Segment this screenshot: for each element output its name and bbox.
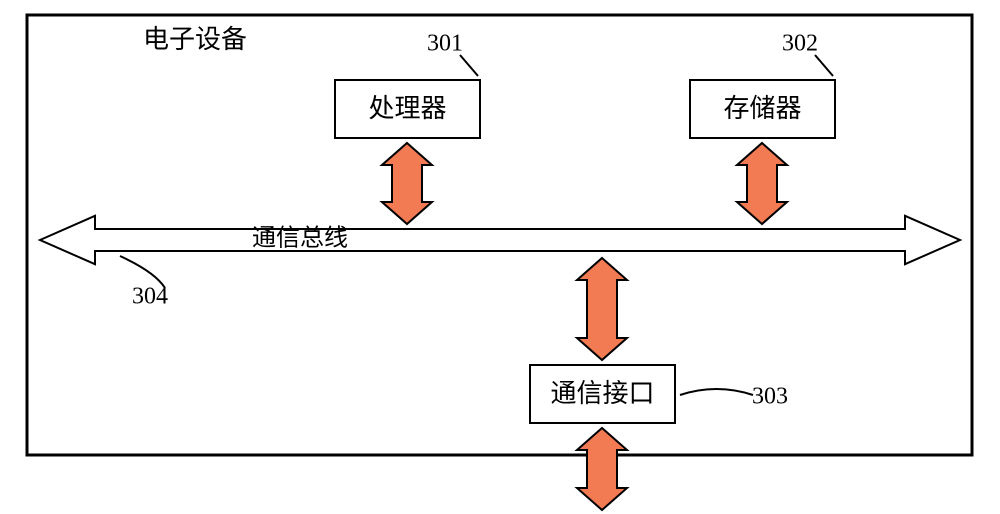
processor-ref: 301 <box>427 31 463 57</box>
comm_if-label: 通信接口 <box>550 379 654 408</box>
canvas-bg <box>0 0 1000 514</box>
processor-label: 处理器 <box>368 94 446 123</box>
diagram-title: 电子设备 <box>143 25 247 54</box>
memory-label: 存储器 <box>723 94 801 123</box>
comm_if-ref: 303 <box>752 384 788 410</box>
bus-label: 通信总线 <box>252 225 348 252</box>
memory-ref: 302 <box>782 31 818 57</box>
bus-ref: 304 <box>132 284 168 310</box>
